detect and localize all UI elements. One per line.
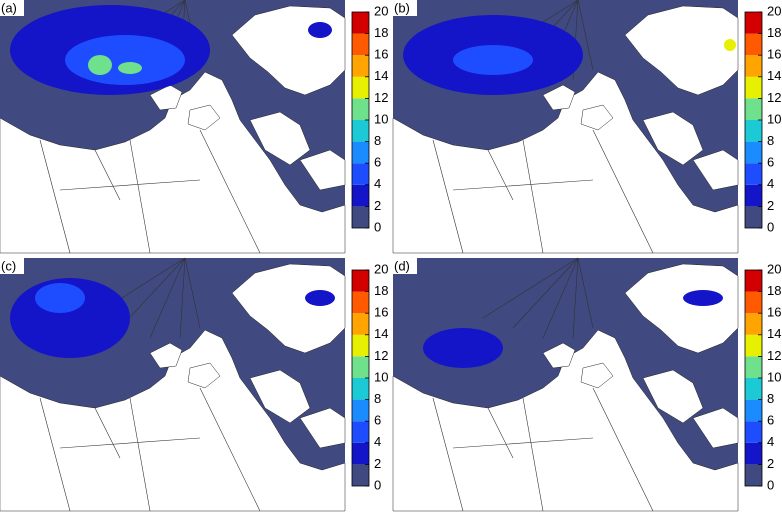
colorbar-segment [352, 464, 369, 486]
panel-label-bg [393, 0, 417, 16]
colorbar-segment [745, 270, 762, 292]
colorbar-tick-label: 16 [374, 47, 388, 62]
colorbar-segment [745, 76, 762, 99]
colorbar-tick-label: 4 [374, 176, 381, 191]
panel-label: (c) [1, 258, 16, 273]
colorbar-segment [745, 55, 762, 77]
colorbar-tick-label: 16 [767, 305, 781, 320]
colorbar-tick-label: 18 [374, 25, 388, 40]
colorbar-tick-label: 12 [374, 90, 388, 105]
colorbar-segment [352, 55, 369, 77]
colorbar-segment [745, 163, 762, 185]
colorbar-segment [745, 313, 762, 335]
colorbar-segment [745, 291, 762, 314]
colorbar-segment [352, 356, 369, 378]
colorbar-tick-label: 20 [767, 3, 781, 18]
colorbar-segment [352, 120, 369, 142]
colorbar-segment [745, 399, 762, 422]
colorbar-segment [352, 421, 369, 443]
colorbar-segment [352, 12, 369, 34]
colorbar-tick-label: 8 [374, 391, 381, 406]
colorbar-tick-label: 0 [374, 219, 381, 234]
colorbar-tick-label: 0 [374, 477, 381, 492]
colorbar-segment [352, 98, 369, 120]
colorbar-tick-label: 16 [767, 47, 781, 62]
panel-label: (b) [394, 0, 410, 15]
colorbar-tick-label: 18 [767, 25, 781, 40]
colorbar-segment [745, 421, 762, 443]
colorbar-segment [745, 356, 762, 378]
colorbar-tick-label: 0 [767, 477, 774, 492]
colorbar-segment [352, 76, 369, 99]
colorbar-tick-label: 8 [767, 391, 774, 406]
colorbar-segment [352, 270, 369, 292]
colorbar-tick-label: 16 [374, 305, 388, 320]
panel-label-bg [0, 0, 24, 16]
colorbar-segment [745, 378, 762, 400]
colorbar-tick-label: 2 [374, 198, 381, 213]
colorbar-tick-label: 20 [767, 261, 781, 276]
colorbar-tick-label: 20 [374, 3, 388, 18]
colorbar-segment [745, 141, 762, 164]
colorbar-tick-label: 2 [374, 456, 381, 471]
colorbar-tick-label: 2 [767, 456, 774, 471]
colorbar-segment [352, 313, 369, 335]
colorbar-segment [745, 334, 762, 357]
colorbar-tick-label: 6 [374, 413, 381, 428]
colorbar-segment [352, 206, 369, 228]
map-d [392, 257, 739, 512]
colorbar-tick-label: 6 [767, 155, 774, 170]
map-a [0, 0, 346, 254]
colorbar-tick-label: 0 [767, 219, 774, 234]
colorbar-tick-label: 14 [374, 68, 388, 83]
colorbar-tick-label: 18 [767, 283, 781, 298]
colorbar-tick-label: 10 [767, 111, 781, 126]
colorbar-tick-label: 14 [374, 326, 388, 341]
colorbar-tick-label: 14 [767, 68, 781, 83]
colorbar-tick-label: 12 [767, 348, 781, 363]
panel-label: (d) [394, 258, 410, 273]
colorbar-tick-label: 4 [767, 176, 774, 191]
colorbar-segment [745, 206, 762, 228]
colorbar-segment [745, 12, 762, 34]
colorbar-segment [745, 120, 762, 142]
colorbar-tick-label: 8 [374, 133, 381, 148]
colorbar-segment [745, 33, 762, 56]
colorbar-segment [745, 98, 762, 120]
colorbar-segment [352, 163, 369, 185]
colorbar-segment [352, 291, 369, 314]
panel-label-bg [393, 258, 417, 274]
colorbar-segment [352, 33, 369, 56]
colorbar-segment [352, 442, 369, 465]
colorbar-segment [352, 399, 369, 422]
panel-label: (a) [1, 0, 17, 15]
colorbar-tick-label: 6 [767, 413, 774, 428]
colorbar-segment [352, 141, 369, 164]
colorbar-tick-label: 10 [374, 111, 388, 126]
colorbar-tick-label: 20 [374, 261, 388, 276]
colorbar-tick-label: 18 [374, 283, 388, 298]
colorbar-segment [745, 464, 762, 486]
colorbar-tick-label: 4 [374, 434, 381, 449]
colorbar-segment [352, 334, 369, 357]
colorbar-tick-label: 10 [374, 369, 388, 384]
colorbar-tick-label: 4 [767, 434, 774, 449]
colorbar-tick-label: 6 [374, 155, 381, 170]
colorbar-segment [352, 184, 369, 207]
colorbar-segment [745, 442, 762, 465]
colorbar-tick-label: 12 [767, 90, 781, 105]
colorbar-tick-label: 2 [767, 198, 774, 213]
colorbar-segment [745, 184, 762, 207]
colorbar-tick-label: 10 [767, 369, 781, 384]
map-b [392, 0, 739, 254]
map-c [0, 257, 346, 512]
colorbar-segment [352, 378, 369, 400]
colorbar-tick-label: 8 [767, 133, 774, 148]
colorbar-tick-label: 14 [767, 326, 781, 341]
colorbar-tick-label: 12 [374, 348, 388, 363]
panel-label-bg [0, 258, 24, 274]
